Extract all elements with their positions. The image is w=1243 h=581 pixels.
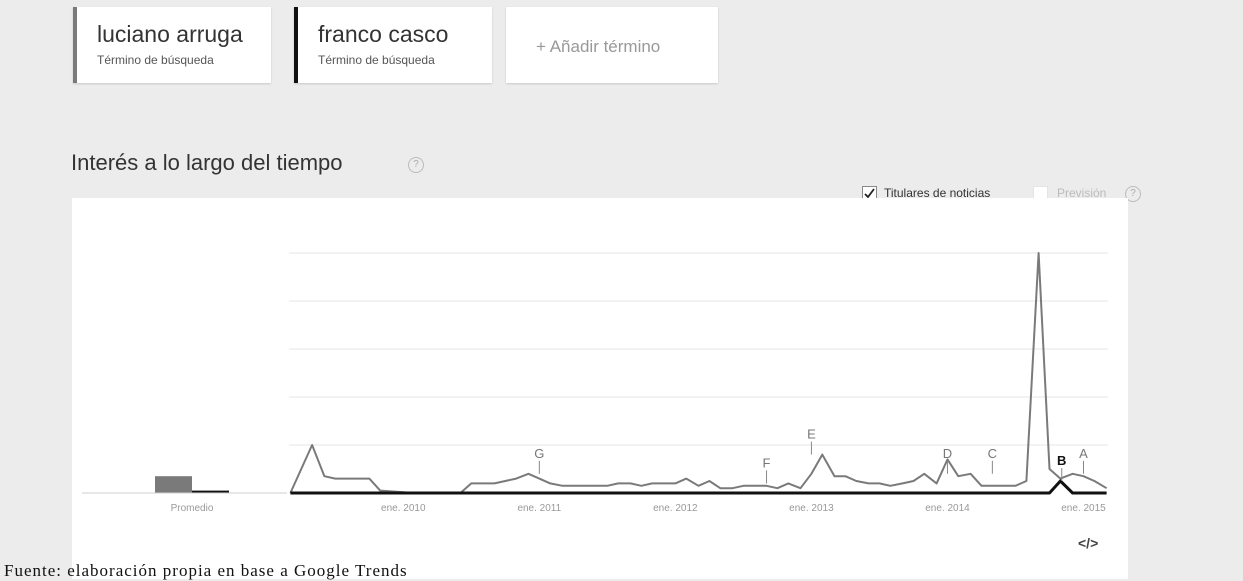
x-tick-label-1: ene. 2011 [517,503,561,514]
term-name: luciano arruga [97,21,243,47]
annotation-E: E [807,427,816,442]
news-headlines-checkbox[interactable] [862,186,877,201]
term-color-bar [73,7,77,83]
x-tick-label-2: ene. 2012 [653,503,698,514]
term-subtitle: Término de búsqueda [318,53,435,67]
annotation-G: G [534,446,544,461]
term-card-luciano-arruga[interactable]: luciano arruga Término de búsqueda [73,7,271,83]
annotation-D: D [943,446,952,461]
section-title: Interés a lo largo del tiempo [71,150,343,175]
annotation-B: B [1057,453,1066,468]
add-term-label: + Añadir término [536,37,661,56]
help-icon[interactable]: ? [408,157,424,173]
annotation-A: A [1079,446,1088,461]
term-color-bar [294,7,298,83]
term-subtitle: Término de búsqueda [97,53,214,67]
term-name: franco casco [318,21,449,47]
news-headlines-label: Titulares de noticias [884,186,991,200]
series-line-1 [290,479,1107,495]
x-tick-label-0: ene. 2010 [381,503,426,514]
checkmark-icon [864,188,875,199]
annotation-C: C [988,446,997,461]
average-bar-1 [192,490,229,493]
average-bar-0 [155,476,192,493]
source-note: Fuente: elaboración propia en base a Goo… [4,561,408,580]
embed-code-icon[interactable]: </> [1078,535,1099,551]
x-tick-label-4: ene. 2014 [925,503,970,514]
forecast-help-icon[interactable]: ? [1125,186,1141,202]
forecast-label: Previsión [1057,186,1107,200]
average-label: Promedio [171,503,214,514]
x-tick-label-5: ene. 2015 [1061,503,1106,514]
series-line-0 [289,252,1108,494]
chart-card [72,198,1128,579]
annotation-F: F [763,455,771,470]
term-card-franco-casco[interactable]: franco casco Término de búsqueda [294,7,492,83]
x-tick-label-3: ene. 2013 [789,503,834,514]
add-term-button[interactable]: + Añadir término [506,7,718,83]
